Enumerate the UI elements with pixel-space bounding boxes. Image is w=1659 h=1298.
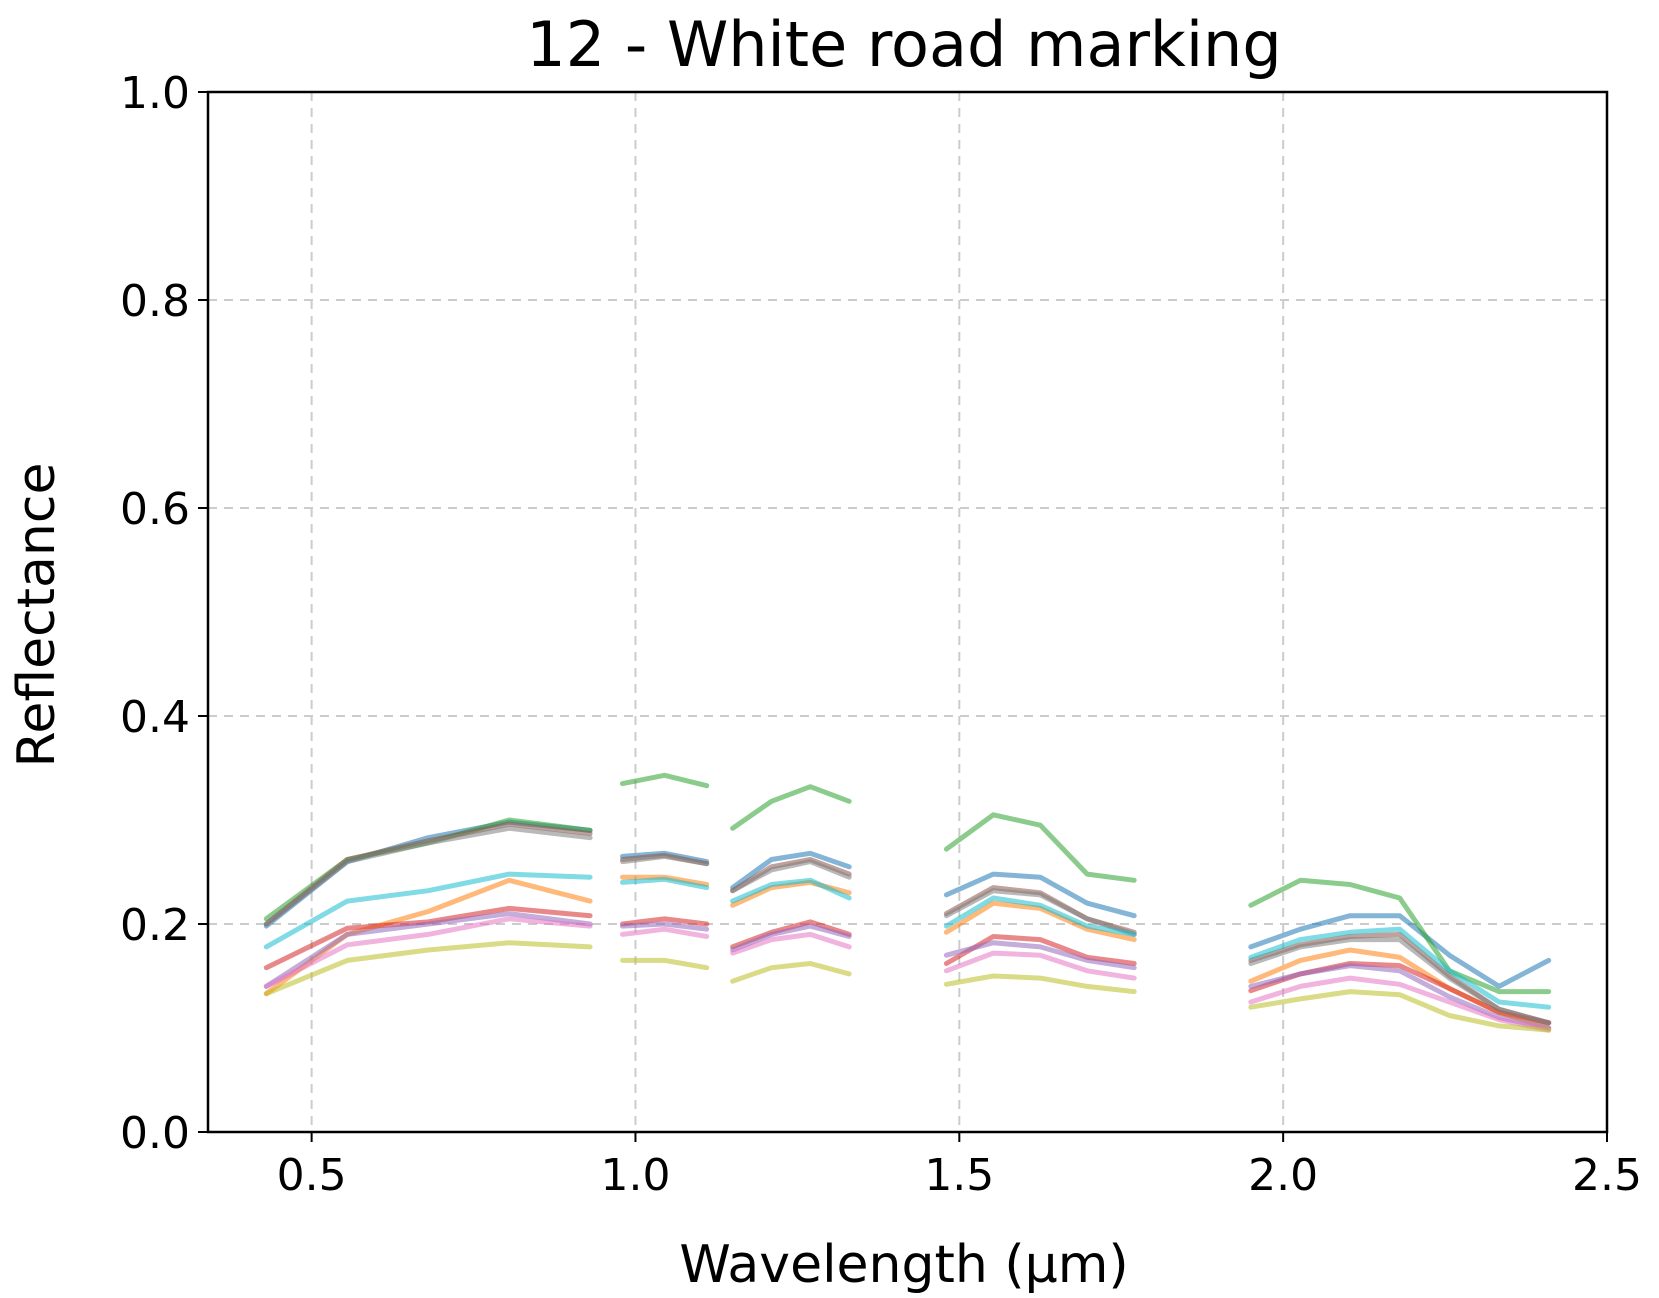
- series-line: [620, 772, 710, 789]
- x-tick-label: 1.5: [924, 1150, 994, 1201]
- x-tick-label: 1.0: [600, 1150, 670, 1201]
- series-line: [1248, 913, 1552, 989]
- series-line: [1248, 937, 1552, 1026]
- y-tick-label: 0.2: [120, 900, 190, 951]
- series-line: [263, 877, 593, 997]
- series-line: [1248, 975, 1552, 1033]
- series-line: [1248, 877, 1552, 995]
- series-line: [943, 900, 1137, 943]
- series-line: [730, 931, 852, 956]
- series-line: [730, 961, 852, 984]
- chart-title: 12 - White road marking: [526, 8, 1281, 81]
- y-axis-label: Reflectance: [7, 463, 67, 768]
- series-line: [263, 817, 593, 922]
- x-axis-label: Wavelength (μm): [679, 1235, 1128, 1295]
- x-tick-label: 2.0: [1248, 1150, 1318, 1201]
- plot-frame: [206, 90, 1609, 1134]
- series-line: [263, 825, 593, 927]
- series-line: [1248, 989, 1552, 1033]
- series-line: [943, 973, 1137, 995]
- series-line: [620, 926, 710, 939]
- series-line: [1248, 926, 1552, 1010]
- series-line: [620, 876, 710, 891]
- series-line: [730, 850, 852, 891]
- series-line: [943, 950, 1137, 981]
- series-line: [730, 877, 852, 904]
- series-line: [263, 911, 593, 989]
- series-line: [620, 853, 710, 867]
- grid-layer: [208, 92, 1607, 1132]
- series-line: [943, 895, 1137, 937]
- series-line: [730, 784, 852, 831]
- series-line: [943, 812, 1137, 883]
- series-line: [943, 940, 1137, 971]
- y-tick-label: 0.0: [120, 1108, 190, 1159]
- series-line: [730, 859, 852, 894]
- series-line: [730, 923, 852, 953]
- y-tick-label: 0.6: [120, 484, 190, 535]
- x-tick-label: 2.5: [1572, 1150, 1642, 1201]
- x-tick-label: 0.5: [277, 1150, 347, 1201]
- series-line: [943, 871, 1137, 919]
- tick-layer: 0.5 1.0 1.5 2.0 2.5 0.0 0.2 0.4 0.6 0.8 1.0: [120, 68, 1642, 1201]
- y-tick-label: 0.4: [120, 692, 190, 743]
- y-tick-label: 0.8: [120, 276, 190, 327]
- series-line: [943, 888, 1137, 937]
- series-layer: [263, 772, 1552, 1033]
- series-line: [620, 921, 710, 932]
- series-line: [263, 871, 593, 950]
- series-line: [620, 916, 710, 927]
- series-line: [263, 916, 593, 989]
- series-line: [620, 957, 710, 971]
- series-line: [263, 940, 593, 997]
- y-tick-label: 1.0: [120, 68, 190, 119]
